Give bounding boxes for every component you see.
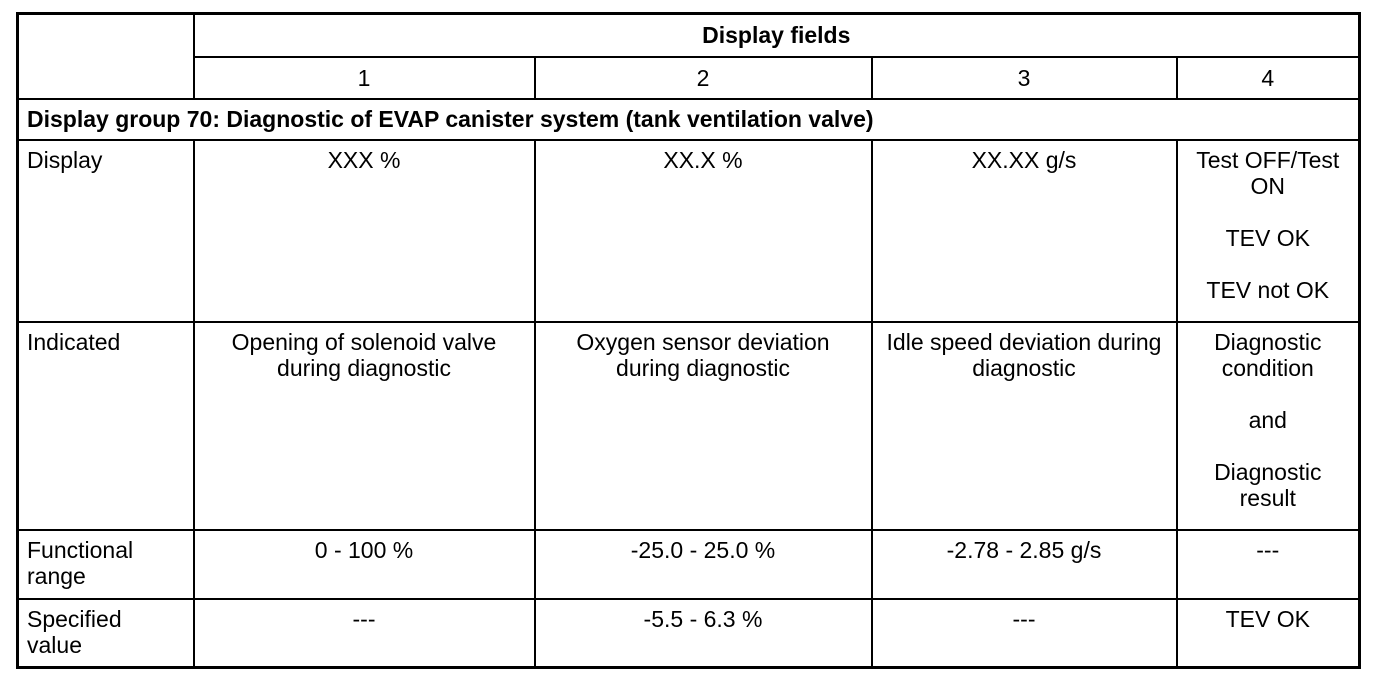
display-group-title: Display group 70: Diagnostic of EVAP can… xyxy=(16,97,1361,141)
cell-specified-value-field3: --- xyxy=(870,597,1178,669)
table-title: Display fields xyxy=(192,12,1361,58)
row-label-indicated: Indicated xyxy=(16,320,195,531)
cell-indicated-field2: Oxygen sensor deviation during diagnosti… xyxy=(533,320,873,531)
cell-functional-range-field2: -25.0 - 25.0 % xyxy=(533,528,873,600)
cell-indicated-field4: Diagnostic condition and Diagnostic resu… xyxy=(1175,320,1361,531)
cell-functional-range-field1: 0 - 100 % xyxy=(192,528,536,600)
table-row-display: Display XXX % XX.X % XX.XX g/s Test OFF/… xyxy=(16,138,1361,323)
corner-empty-cell xyxy=(16,12,195,100)
cell-specified-value-field2: -5.5 - 6.3 % xyxy=(533,597,873,669)
cell-display-field4: Test OFF/Test ON TEV OK TEV not OK xyxy=(1175,138,1361,323)
table-row-specified-value: Specified value --- -5.5 - 6.3 % --- TEV… xyxy=(16,597,1361,669)
cell-display-field1: XXX % xyxy=(192,138,536,323)
row-label-specified-value: Specified value xyxy=(16,597,195,669)
table-row-functional-range: Functional range 0 - 100 % -25.0 - 25.0 … xyxy=(16,528,1361,600)
diagnostic-display-table: Display fields 1 2 3 4 Display group 70:… xyxy=(16,12,1362,669)
cell-specified-value-field1: --- xyxy=(192,597,536,669)
cell-functional-range-field3: -2.78 - 2.85 g/s xyxy=(870,528,1178,600)
row-label-display: Display xyxy=(16,138,195,323)
cell-display-field3: XX.XX g/s xyxy=(870,138,1178,323)
table-row-indicated: Indicated Opening of solenoid valve duri… xyxy=(16,320,1361,531)
cell-specified-value-field4: TEV OK xyxy=(1175,597,1361,669)
cell-indicated-field3: Idle speed deviation during diagnostic xyxy=(870,320,1178,531)
cell-display-field2: XX.X % xyxy=(533,138,873,323)
cell-indicated-field1: Opening of solenoid valve during diagnos… xyxy=(192,320,536,531)
row-label-functional-range: Functional range xyxy=(16,528,195,600)
column-header-2: 2 xyxy=(533,55,873,100)
cell-functional-range-field4: --- xyxy=(1175,528,1361,600)
column-header-3: 3 xyxy=(870,55,1178,100)
column-header-1: 1 xyxy=(192,55,536,100)
column-header-4: 4 xyxy=(1175,55,1361,100)
